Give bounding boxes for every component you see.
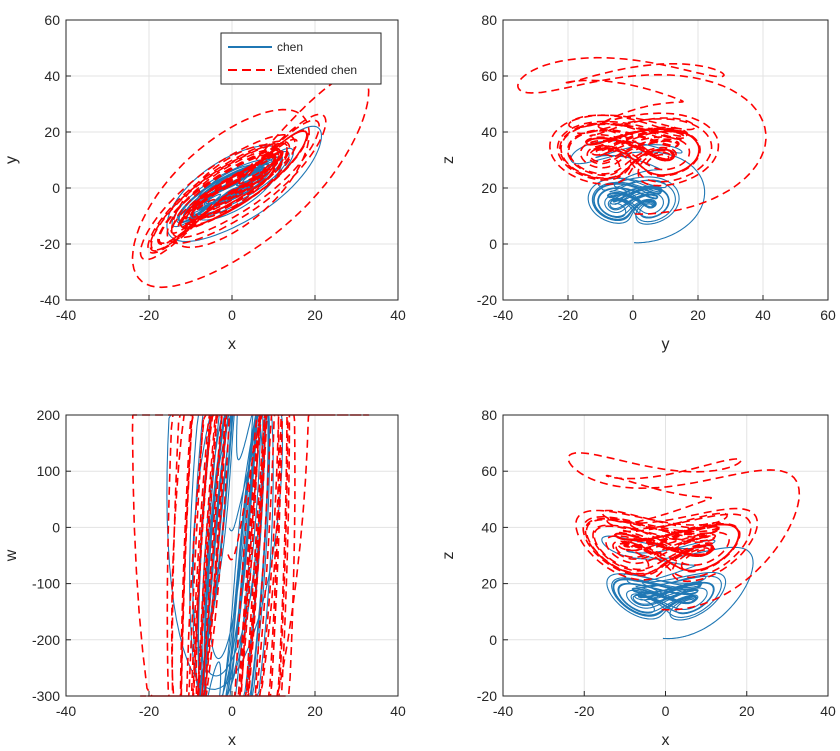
y-tick-label: 60 <box>44 12 60 28</box>
x-axis-label: y <box>662 336 670 353</box>
x-tick-label: -20 <box>139 307 159 323</box>
x-tick-label: -40 <box>493 307 513 323</box>
series-extended-chen <box>567 452 801 611</box>
x-tick-label: -40 <box>56 307 76 323</box>
y-tick-label: 0 <box>52 180 60 196</box>
y-tick-label: 0 <box>489 236 497 252</box>
y-axis-label: z <box>440 156 457 164</box>
x-tick-label: 40 <box>820 703 836 719</box>
y-axis-label: w <box>3 549 20 562</box>
x-tick-label: -40 <box>56 703 76 719</box>
y-tick-label: 0 <box>489 632 497 648</box>
x-tick-label: 0 <box>629 307 637 323</box>
y-tick-label: 0 <box>52 519 60 535</box>
y-tick-label: 20 <box>44 124 60 140</box>
x-axis-label: x <box>228 336 236 353</box>
x-tick-label: -40 <box>493 703 513 719</box>
legend: chen Extended chen <box>220 32 382 85</box>
x-tick-label: 0 <box>228 307 236 323</box>
x-tick-label: 0 <box>228 703 236 719</box>
x-tick-label: -20 <box>574 703 594 719</box>
legend-label-chen: chen <box>277 40 303 54</box>
y-tick-label: 40 <box>481 124 497 140</box>
axes-frame <box>502 19 829 301</box>
y-tick-label: -20 <box>477 688 497 704</box>
y-tick-label: 80 <box>481 407 497 423</box>
series-extended-chen <box>131 72 370 289</box>
y-axis-label: y <box>3 156 20 164</box>
y-tick-label: 60 <box>481 68 497 84</box>
x-tick-label: -20 <box>139 703 159 719</box>
y-tick-label: -100 <box>32 576 60 592</box>
x-tick-label: 20 <box>307 307 323 323</box>
series-chen <box>570 140 706 244</box>
series-extended-chen <box>517 56 767 215</box>
y-tick-label: 80 <box>481 12 497 28</box>
y-tick-label: 60 <box>481 463 497 479</box>
x-axis-label: x <box>662 732 670 749</box>
x-tick-label: 60 <box>820 307 836 323</box>
y-tick-label: 200 <box>37 407 61 423</box>
x-tick-label: 20 <box>739 703 755 719</box>
y-tick-label: -40 <box>40 292 60 308</box>
y-tick-label: -20 <box>40 236 60 252</box>
series-chen <box>601 535 754 640</box>
x-tick-label: 20 <box>307 703 323 719</box>
x-tick-label: -20 <box>558 307 578 323</box>
x-axis-label: x <box>228 732 236 749</box>
y-tick-label: -200 <box>32 632 60 648</box>
y-axis-label: z <box>440 552 457 560</box>
y-tick-label: 40 <box>44 68 60 84</box>
legend-box <box>220 32 382 85</box>
x-tick-label: 40 <box>390 307 406 323</box>
y-tick-label: 100 <box>37 463 61 479</box>
x-tick-label: 0 <box>662 703 670 719</box>
y-tick-label: 20 <box>481 180 497 196</box>
y-tick-label: -300 <box>32 688 60 704</box>
legend-label-extended: Extended chen <box>277 63 357 77</box>
x-tick-label: 20 <box>690 307 706 323</box>
x-tick-label: 40 <box>755 307 771 323</box>
y-tick-label: 40 <box>481 519 497 535</box>
x-tick-label: 40 <box>390 703 406 719</box>
y-tick-label: -20 <box>477 292 497 308</box>
y-tick-label: 20 <box>481 576 497 592</box>
